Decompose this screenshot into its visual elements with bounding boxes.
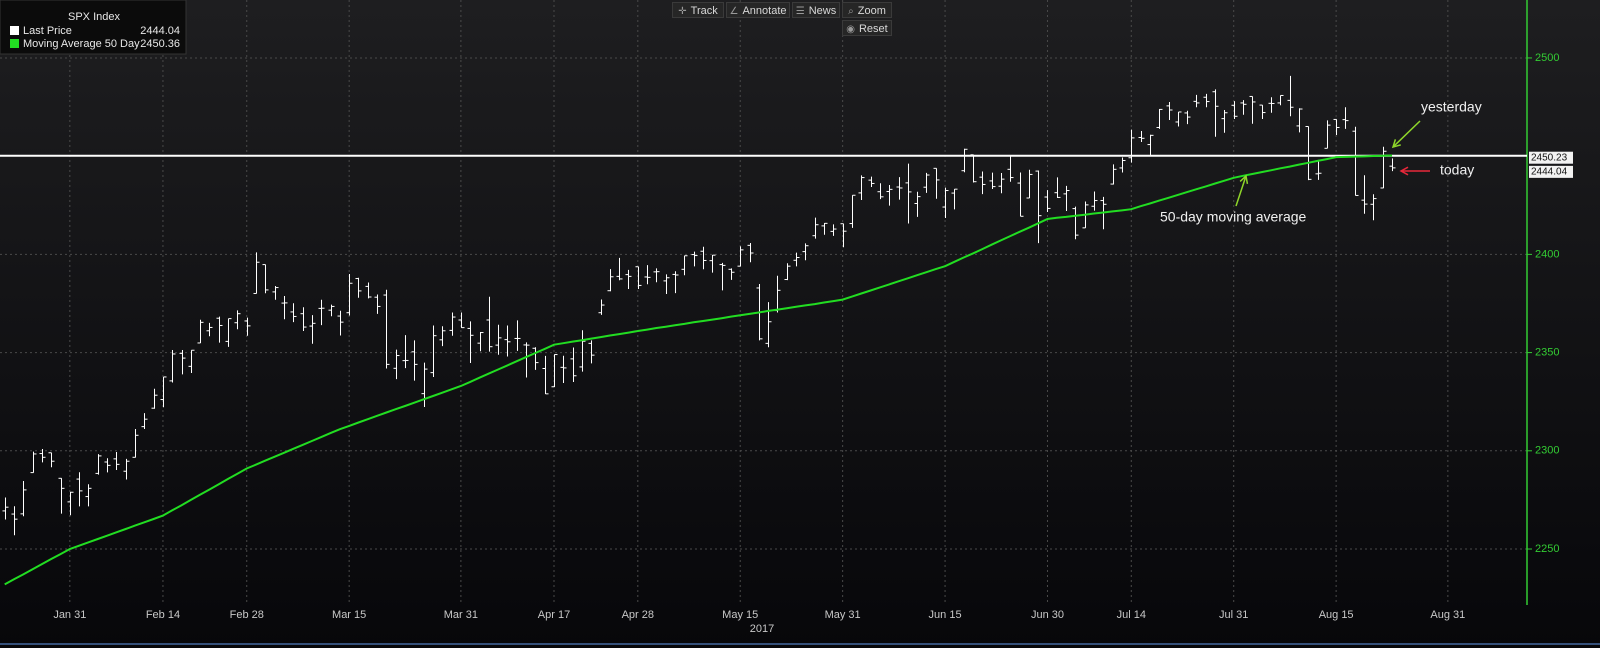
x-tick-label: Jul 14 bbox=[1117, 609, 1146, 621]
x-tick-label: Jul 31 bbox=[1219, 609, 1248, 621]
x-axis-year: 2017 bbox=[750, 623, 774, 635]
x-tick-label: Jun 15 bbox=[929, 609, 962, 621]
value-flag-label: 2450.23 bbox=[1531, 152, 1568, 163]
x-tick-label: Apr 17 bbox=[538, 609, 570, 621]
annotation-arrowhead bbox=[1239, 174, 1249, 185]
legend: SPX Index Last Price 2444.04 Moving Aver… bbox=[0, 0, 187, 55]
legend-value: 2444.04 bbox=[140, 25, 180, 37]
moving-average-line bbox=[4, 154, 1393, 586]
annotation-text: today bbox=[1440, 162, 1474, 178]
x-tick-label: May 31 bbox=[825, 609, 861, 621]
x-tick-label: Mar 31 bbox=[444, 609, 478, 621]
x-tick-label: Jun 30 bbox=[1031, 609, 1064, 621]
x-tick-label: Feb 28 bbox=[230, 609, 264, 621]
x-tick-label: Jan 31 bbox=[53, 609, 86, 621]
news-button[interactable]: ☰ News bbox=[792, 2, 840, 18]
annotation-text: 50-day moving average bbox=[1160, 209, 1307, 225]
reset-button[interactable]: ◉ Reset bbox=[842, 20, 892, 36]
legend-value: 2450.36 bbox=[140, 38, 180, 50]
legend-label: Last Price bbox=[23, 25, 72, 37]
button-label: Reset bbox=[858, 23, 888, 35]
x-tick-label: Feb 14 bbox=[146, 609, 180, 621]
button-label: Annotate bbox=[742, 5, 787, 17]
annotation-text: yesterday bbox=[1421, 99, 1482, 115]
annotation-arrow bbox=[1392, 120, 1421, 148]
value-flag bbox=[1529, 165, 1573, 178]
value-flag-label: 2444.04 bbox=[1531, 167, 1568, 178]
annotate-button[interactable]: ∠ Annotate bbox=[726, 2, 790, 18]
button-label: News bbox=[808, 5, 837, 17]
legend-label: Moving Average 50 Day bbox=[23, 38, 140, 50]
legend-title: SPX Index bbox=[68, 11, 120, 23]
legend-swatch bbox=[10, 39, 19, 48]
annotation-arrow bbox=[1235, 175, 1247, 207]
y-tick-label: 2400 bbox=[1535, 248, 1559, 260]
x-tick-label: Apr 28 bbox=[622, 609, 654, 621]
x-tick-label: Aug 15 bbox=[1319, 609, 1354, 621]
button-label: Zoom bbox=[857, 5, 886, 17]
y-tick-label: 2300 bbox=[1535, 445, 1559, 457]
x-tick-label: Mar 15 bbox=[332, 609, 366, 621]
y-tick-label: 2350 bbox=[1535, 346, 1559, 358]
annotation-arrowhead bbox=[1391, 139, 1401, 149]
legend-box bbox=[0, 0, 187, 55]
zoom-button[interactable]: ⌕ Zoom bbox=[842, 2, 892, 18]
value-flag bbox=[1529, 151, 1573, 164]
x-tick-label: Aug 31 bbox=[1430, 609, 1465, 621]
button-label: Track bbox=[690, 5, 718, 17]
track-button[interactable]: ✛ Track bbox=[672, 2, 724, 18]
legend-swatch bbox=[10, 26, 19, 35]
x-tick-label: May 15 bbox=[722, 609, 758, 621]
y-tick-label: 2500 bbox=[1535, 52, 1559, 64]
annotation-arrowhead bbox=[1399, 166, 1409, 176]
y-tick-label: 2250 bbox=[1535, 543, 1559, 555]
